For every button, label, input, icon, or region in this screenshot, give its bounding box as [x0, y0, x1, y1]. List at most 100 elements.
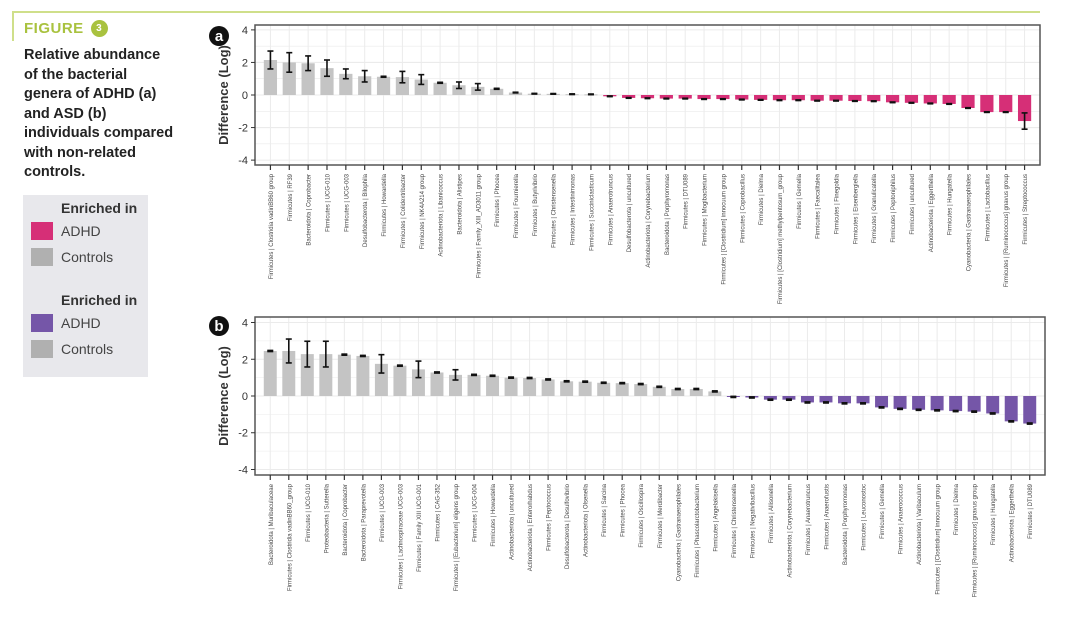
figure-number-badge: 3	[90, 20, 108, 37]
panel-a-y-tick-label: -4	[238, 155, 248, 167]
panel-b-x-tick-label: Firmicutes | Anaerofustis	[824, 484, 830, 550]
panel-a-x-tick-label: Bacteroidota | Porphyromonas	[665, 174, 671, 255]
panel-a-x-tick-label: Firmicutes | Clostridia vadinBB60 group	[269, 173, 275, 279]
panel-a-bar	[508, 92, 523, 95]
panel-a-x-tick-label: Firmicutes | Lactobacillus	[985, 174, 991, 241]
panel-a-bar	[301, 63, 315, 95]
panel-a-bar	[923, 95, 937, 104]
panel-b-x-tick-label: Bacteroidota | Porphyromonas	[843, 484, 849, 565]
panel-b-bar	[652, 386, 666, 396]
panel-b-bar	[967, 396, 981, 412]
panel-a-bar	[980, 95, 994, 113]
panel-a-x-tick-label: Firmicutes | Succiniclasticum	[589, 174, 595, 251]
panel-a-y-tick-label: 2	[242, 57, 248, 69]
legend-title-a: Enriched in	[61, 200, 138, 216]
panel-b-x-tick-label: Firmicutes | [Ruminococcus] gnavus group	[973, 483, 979, 597]
panel-a-bar	[791, 95, 805, 101]
panel-b-x-tick-label: Firmicutes | UCG-010	[306, 483, 312, 542]
panel-b-bar	[986, 396, 1000, 414]
panel-a-x-tick-label: Firmicutes | Faecalitalea	[816, 173, 822, 239]
legend-swatch-controls-a	[31, 248, 53, 266]
panel-a-x-tick-label: Firmicutes | Granulicatella	[872, 173, 878, 243]
panel-b-x-tick-label: Firmicutes | Howardella	[491, 483, 497, 546]
panel-a-x-tick-label: Desulfobacterota | Bilophila	[363, 173, 369, 247]
panel-b-bar	[282, 350, 296, 396]
panel-b-bar	[486, 375, 500, 396]
panel-a-x-tick-label: Firmicutes | Peptoniphilus	[891, 174, 897, 243]
figure-label: FIGURE 3	[24, 20, 108, 37]
panel-b-y-tick-label: -2	[238, 428, 248, 440]
panel-a-bar	[904, 95, 919, 103]
panel-a-x-tick-label: Firmicutes | Fournierella	[514, 173, 520, 238]
panel-b-x-tick-label: Firmicutes | Phocea	[621, 483, 627, 537]
panel-a-bar	[810, 95, 824, 101]
legend-label-controls-b: Controls	[61, 341, 114, 357]
panel-b-bar	[523, 377, 537, 396]
panel-b-bar	[912, 396, 926, 410]
panel-a-bar	[1017, 95, 1032, 122]
panel-a-bar	[848, 95, 862, 102]
panel-b-bar	[263, 350, 277, 396]
panel-a-y-tick-label: 4	[242, 25, 248, 37]
panel-b-x-tick-label: Firmicutes | [Eubacterium] eligens group	[454, 483, 460, 591]
panel-b-x-tick-label: Bacteroidota | Coprobacter	[343, 484, 349, 556]
panel-b-x-tick-label: Bacteroidota | Muribaculaceae	[269, 483, 275, 565]
panel-a-bar	[961, 95, 975, 109]
panel-b-bar	[671, 389, 685, 396]
panel-b-x-tick-label: Firmicutes | Merdibacter	[658, 484, 664, 548]
panel-a-bar	[471, 86, 485, 95]
panel-b-bar	[356, 355, 370, 396]
figure-caption: Relative abundance of the bacterial gene…	[24, 47, 174, 180]
panel-a-x-tick-label: Firmicutes | Howardella	[382, 173, 388, 236]
panel-a-x-tick-label: Firmicutes | Mogibacterium	[703, 174, 709, 246]
panel-b-bar	[300, 354, 314, 396]
panel-b-x-tick-label: Firmicutes | Phascolarctobacterium	[695, 484, 701, 578]
panel-a-x-tick-label: Firmicutes | Phocea	[495, 173, 501, 227]
panel-b-bar	[930, 396, 944, 411]
panel-b-bar	[689, 389, 703, 396]
panel-a-bar	[339, 73, 353, 95]
panel-a-bar	[678, 95, 692, 99]
panel-a-bar	[716, 95, 730, 100]
panel-a-x-tick-label: Firmicutes | NK4A214 group	[420, 173, 426, 249]
panel-b-bar	[893, 396, 907, 409]
panel-b-bar	[393, 365, 407, 396]
panel-b-x-tick-label: Firmicutes | Negativibacillus	[750, 484, 756, 558]
panel-b-bar	[763, 396, 777, 400]
panel-b-x-tick-label: Actinobacteriota | Varibaculum	[917, 484, 923, 565]
panel-b-y-tick-label: 2	[242, 354, 248, 366]
panel-b-bar	[1004, 396, 1018, 422]
panel-a-bar	[395, 77, 410, 95]
panel-a-x-tick-label: Firmicutes | DTU089	[684, 173, 690, 229]
panel-a-x-tick-label: Firmicutes | uncultured	[910, 174, 916, 235]
panel-b-y-tick-label: 0	[242, 391, 248, 403]
panel-a-x-tick-label: Firmicutes | Hungatella	[948, 173, 954, 235]
panel-b-y-tick-label: 4	[242, 318, 248, 330]
panel-a-bar	[376, 76, 391, 95]
panel-a-bar	[659, 95, 673, 99]
panel-b-bar	[337, 354, 351, 396]
legend-label-controls-a: Controls	[61, 249, 114, 265]
panel-a-bar	[697, 95, 711, 100]
panel-b-y-axis-label: Difference (Log)	[216, 346, 231, 446]
panel-b-bar	[467, 374, 481, 396]
panel-a-x-tick-label: Firmicutes | Coprobacillus	[740, 174, 746, 243]
panel-b-bar	[430, 372, 444, 396]
panel-b-x-tick-label: Actinobacteriota | Corynebacterium	[787, 484, 793, 578]
panel-b-x-tick-label: Firmicutes | Family XIII UCG-001	[417, 483, 423, 572]
panel-a-panel-badge-letter: a	[215, 28, 224, 45]
panel-b-bar	[449, 374, 462, 396]
panel-a-x-tick-label: Firmicutes | [Ruminococcus] gnavus group	[1004, 173, 1010, 287]
panel-b-x-tick-label: Proteobacteria | Sutterella	[324, 483, 330, 553]
panel-b-bar	[819, 396, 833, 403]
panel-a-bar	[885, 95, 900, 103]
figure-label-text: FIGURE	[24, 20, 84, 37]
legend-label-adhd-a: ADHD	[61, 223, 101, 239]
panel-a-bar	[320, 68, 334, 95]
panel-b-x-tick-label: Firmicutes | [Clostridium] innocuum grou…	[936, 483, 942, 594]
panel-a-x-tick-label: Firmicutes | Gemella	[797, 173, 803, 229]
panel-a-y-tick-label: -2	[238, 123, 248, 135]
panel-a-x-tick-label: Firmicutes | [Clostridium] innocuum grou…	[721, 173, 727, 284]
panel-a-x-tick-label: Actinobacteriota | Corynebacterium	[646, 174, 652, 268]
